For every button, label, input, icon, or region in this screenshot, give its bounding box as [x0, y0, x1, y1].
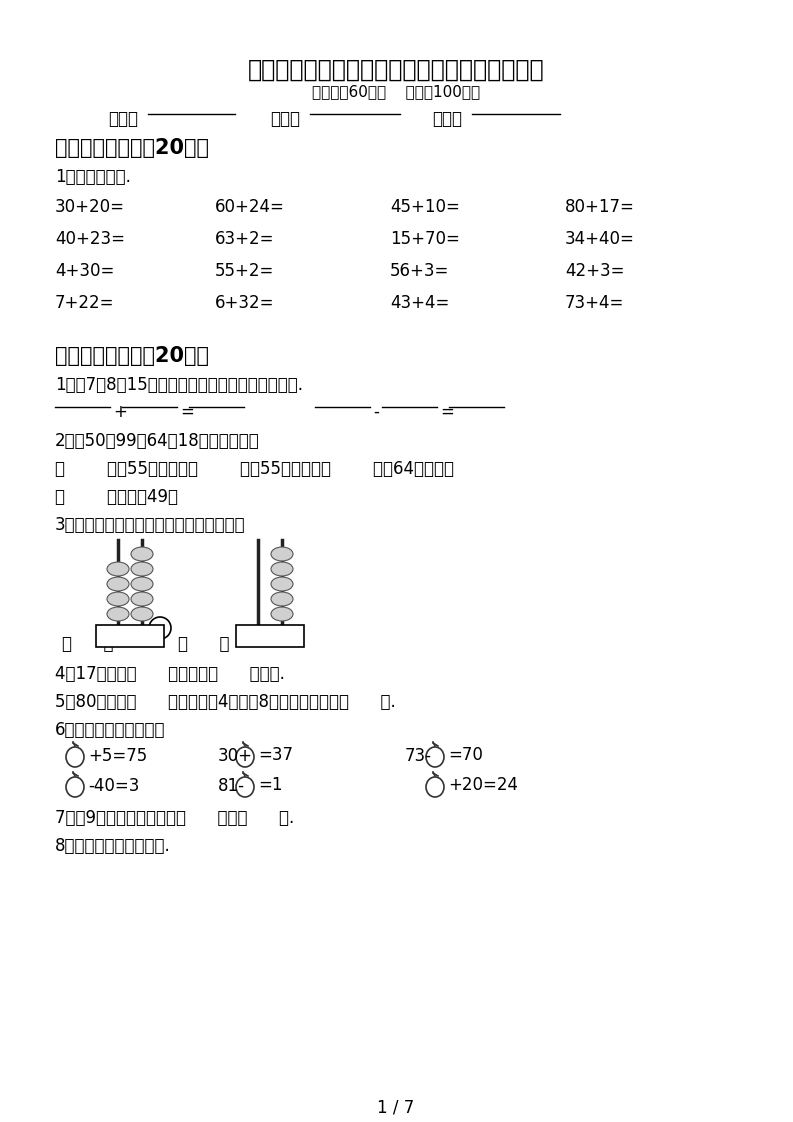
- Text: +: +: [113, 403, 127, 421]
- Text: 43+4=: 43+4=: [390, 294, 450, 312]
- Text: =37: =37: [258, 746, 293, 764]
- Text: 分数：: 分数：: [432, 110, 462, 128]
- Ellipse shape: [107, 562, 129, 576]
- Ellipse shape: [236, 778, 254, 797]
- Text: 1、用7、8、15写出一道加法算式和一道减法算式.: 1、用7、8、15写出一道加法算式和一道减法算式.: [55, 376, 303, 394]
- Ellipse shape: [271, 607, 293, 620]
- Text: （      ）: （ ）: [178, 635, 229, 653]
- Text: 1 / 7: 1 / 7: [377, 1098, 415, 1116]
- Text: =: =: [180, 403, 193, 421]
- Text: 73-: 73-: [405, 747, 432, 765]
- Ellipse shape: [66, 778, 84, 797]
- Ellipse shape: [131, 592, 153, 606]
- Bar: [236, 625, 304, 647]
- Ellipse shape: [131, 577, 153, 591]
- Text: 百  十  个: 百 十 个: [251, 633, 289, 645]
- Text: 7+22=: 7+22=: [55, 294, 114, 312]
- Text: 56+3=: 56+3=: [390, 263, 450, 280]
- Text: 班级：: 班级：: [108, 110, 138, 128]
- Ellipse shape: [131, 607, 153, 620]
- Text: 4+30=: 4+30=: [55, 263, 114, 280]
- Text: 2、在50、99、64、18中选数填空。: 2、在50、99、64、18中选数填空。: [55, 432, 260, 450]
- Text: 40+23=: 40+23=: [55, 230, 125, 248]
- Text: （        ）最接近49。: （ ）最接近49。: [55, 488, 178, 506]
- Bar: [96, 625, 164, 647]
- Text: 一、计算小能手（20分）: 一、计算小能手（20分）: [55, 138, 209, 158]
- Ellipse shape: [271, 548, 293, 561]
- Text: 60+24=: 60+24=: [215, 197, 285, 217]
- Text: 青岛版一年级数学下册期末试卷及答案【精选】: 青岛版一年级数学下册期末试卷及答案【精选】: [247, 58, 544, 82]
- Text: 55+2=: 55+2=: [215, 263, 274, 280]
- Text: 3、根据计数器先写出得数，再比较大小。: 3、根据计数器先写出得数，再比较大小。: [55, 516, 246, 534]
- Text: 百  十  个: 百 十 个: [111, 633, 149, 645]
- Text: 80+17=: 80+17=: [565, 197, 635, 217]
- Text: 81-: 81-: [218, 778, 245, 795]
- Text: 5、80里面有（      ）个十；由4个十和8个一组成的数是（      ）.: 5、80里面有（ ）个十；由4个十和8个一组成的数是（ ）.: [55, 693, 396, 711]
- Ellipse shape: [107, 607, 129, 620]
- Text: =1: =1: [258, 776, 282, 794]
- Ellipse shape: [236, 747, 254, 767]
- Text: +5=75: +5=75: [88, 747, 147, 765]
- Ellipse shape: [426, 747, 444, 767]
- Ellipse shape: [131, 548, 153, 561]
- Circle shape: [149, 617, 171, 640]
- Ellipse shape: [66, 747, 84, 767]
- Ellipse shape: [271, 562, 293, 576]
- Text: 二、填空题。（共20分）: 二、填空题。（共20分）: [55, 346, 209, 366]
- Text: 63+2=: 63+2=: [215, 230, 274, 248]
- Ellipse shape: [271, 577, 293, 591]
- Text: 姓名：: 姓名：: [270, 110, 300, 128]
- Ellipse shape: [271, 592, 293, 606]
- Ellipse shape: [426, 778, 444, 797]
- Text: （时间：60分钟    分数：100分）: （时间：60分钟 分数：100分）: [312, 84, 480, 99]
- Text: =70: =70: [448, 746, 483, 764]
- Text: （        ）比55大得多，（        ）比55大一些。（        ）比64小得多，: （ ）比55大得多，（ ）比55大一些。（ ）比64小得多，: [55, 460, 454, 478]
- Text: 30+20=: 30+20=: [55, 197, 125, 217]
- Text: -40=3: -40=3: [88, 778, 140, 795]
- Text: 4、17里面有（      ）个十和（      ）个一.: 4、17里面有（ ）个十和（ ）个一.: [55, 665, 285, 683]
- Text: 15+70=: 15+70=: [390, 230, 460, 248]
- Text: +20=24: +20=24: [448, 776, 518, 794]
- Text: 1、直接写得数.: 1、直接写得数.: [55, 168, 131, 186]
- Text: 6+32=: 6+32=: [215, 294, 274, 312]
- Ellipse shape: [107, 592, 129, 606]
- Ellipse shape: [107, 577, 129, 591]
- Text: 45+10=: 45+10=: [390, 197, 460, 217]
- Text: 73+4=: 73+4=: [565, 294, 624, 312]
- Text: 8、我会从大到小排一排.: 8、我会从大到小排一排.: [55, 837, 170, 855]
- Text: 34+40=: 34+40=: [565, 230, 635, 248]
- Text: -: -: [373, 403, 379, 421]
- Text: =: =: [440, 403, 454, 421]
- Ellipse shape: [131, 562, 153, 576]
- Text: 7、和9万相邻的两个数是（      ）和（      ）.: 7、和9万相邻的两个数是（ ）和（ ）.: [55, 809, 294, 827]
- Text: 42+3=: 42+3=: [565, 263, 625, 280]
- Text: 30+: 30+: [218, 747, 253, 765]
- Text: （      ）: （ ）: [62, 635, 113, 653]
- Text: 6、在里填上合适的数。: 6、在里填上合适的数。: [55, 721, 166, 739]
